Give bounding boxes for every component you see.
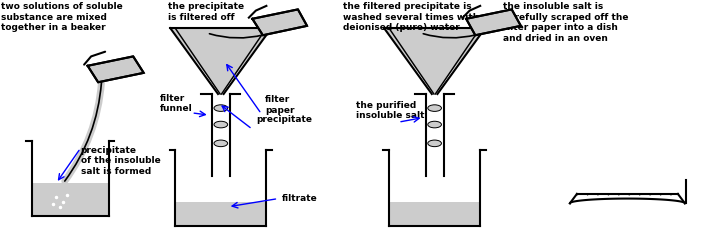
- Polygon shape: [389, 202, 480, 226]
- Text: filtrate: filtrate: [282, 194, 318, 203]
- Text: filter
funnel: filter funnel: [160, 94, 193, 114]
- Text: the filtered precipitate is
washed several times with
deionised (pure) water: the filtered precipitate is washed sever…: [343, 2, 479, 32]
- Text: filter
paper: filter paper: [265, 95, 294, 115]
- Text: the purified
insoluble salt: the purified insoluble salt: [356, 101, 425, 121]
- Polygon shape: [175, 202, 266, 226]
- Ellipse shape: [214, 121, 228, 128]
- Ellipse shape: [214, 105, 228, 111]
- Polygon shape: [170, 28, 271, 94]
- Text: precipitate
of the insoluble
salt is formed: precipitate of the insoluble salt is for…: [81, 146, 161, 176]
- Polygon shape: [252, 9, 307, 35]
- Polygon shape: [384, 28, 485, 94]
- Ellipse shape: [428, 121, 442, 128]
- Text: precipitate: precipitate: [256, 115, 312, 124]
- Polygon shape: [466, 9, 521, 35]
- Ellipse shape: [214, 140, 228, 147]
- Text: the precipitate
is filtered off: the precipitate is filtered off: [168, 2, 245, 22]
- Ellipse shape: [428, 105, 442, 111]
- Ellipse shape: [428, 140, 442, 147]
- Polygon shape: [32, 183, 109, 216]
- Text: the insoluble salt is
carefully scraped off the
filter paper into a dish
and dri: the insoluble salt is carefully scraped …: [503, 2, 629, 43]
- Text: two solutions of soluble
substance are mixed
together in a beaker: two solutions of soluble substance are m…: [1, 2, 123, 32]
- Polygon shape: [88, 56, 144, 82]
